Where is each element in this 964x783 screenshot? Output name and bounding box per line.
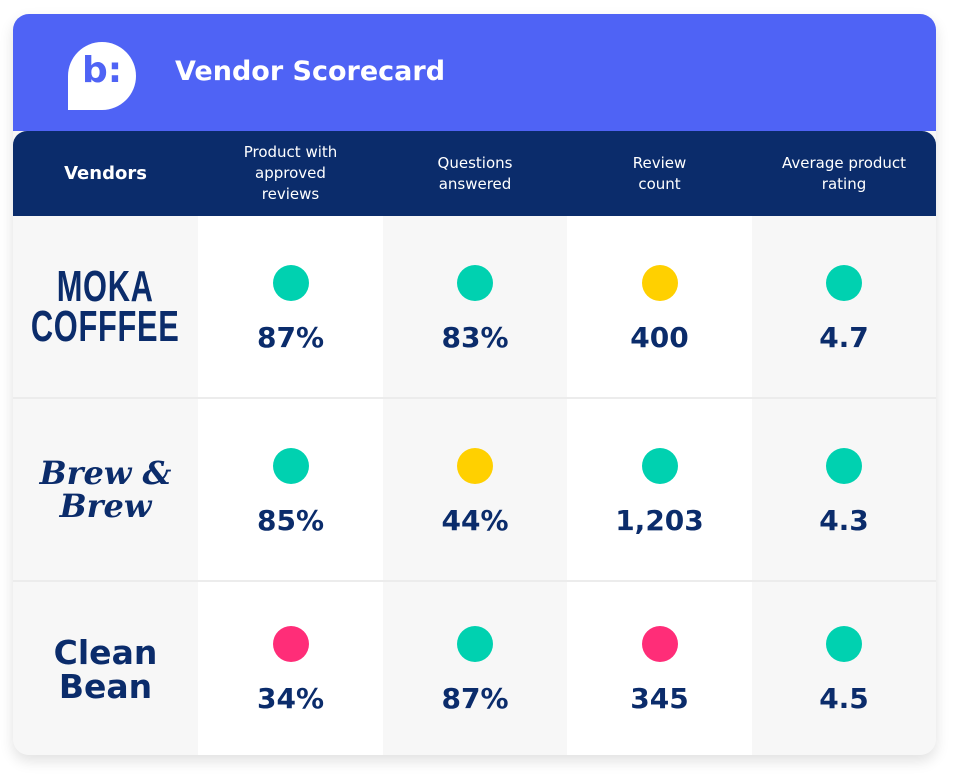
metric-value: 87%: [256, 321, 325, 354]
column-header-questions-answered: Questions answered: [437, 153, 513, 193]
vendor-logo-clean-bean: Clean Bean: [13, 582, 198, 755]
page-title: Vendor Scorecard: [175, 56, 446, 87]
brand-logo: b:: [68, 42, 136, 110]
cell: 85%: [198, 399, 383, 580]
cell: 83%: [383, 216, 567, 397]
metric-value: 87%: [441, 682, 509, 715]
status-dot-icon: [641, 265, 678, 301]
cell: 4.5: [752, 582, 936, 755]
cell: 1,203: [567, 399, 752, 580]
column-header-approved-reviews: Product with approved reviews: [243, 143, 338, 203]
vendor-name-line: Bean: [58, 666, 153, 706]
metric-value: 1,203: [615, 504, 704, 537]
status-dot-icon: [826, 448, 862, 484]
header-bar: b: Vendor Scorecard: [13, 14, 936, 131]
metric-value: 4.3: [819, 504, 869, 537]
table-row: Clean Bean 34% 87% 345 4.5: [13, 582, 936, 755]
metric-value: 44%: [441, 504, 509, 537]
status-dot-icon: [641, 626, 678, 662]
status-dot-icon: [457, 626, 493, 662]
column-header-review-count: Review count: [632, 153, 687, 193]
table-body: MOKA COFFFEE 87% 83% 400 4.7 Brew & Brew 8…: [13, 216, 936, 755]
vendor-name-line: Brew: [59, 486, 152, 525]
vendor-scorecard-card: b: Vendor Scorecard Vendors Product with…: [13, 14, 936, 755]
column-header-average-rating: Average product rating: [781, 153, 907, 193]
status-dot-icon: [826, 265, 862, 301]
status-dot-icon: [272, 448, 309, 484]
metric-value: 345: [630, 682, 689, 715]
table-row: Brew & Brew 85% 44% 1,203 4.3: [13, 399, 936, 582]
cell: 400: [567, 216, 752, 397]
table-header: Vendors Product with approved reviews Qu…: [13, 131, 936, 216]
status-dot-icon: [641, 448, 678, 484]
logo-text: b:: [82, 50, 123, 91]
vendor-name-line: MOKA: [57, 261, 154, 311]
vendor-logo-brew-and-brew: Brew & Brew: [13, 399, 198, 580]
vendor-name-line: COFFFEE: [31, 301, 180, 351]
metric-value: 34%: [256, 682, 325, 715]
cell: 34%: [198, 582, 383, 755]
cell: 44%: [383, 399, 567, 580]
cell: 4.7: [752, 216, 936, 397]
status-dot-icon: [457, 448, 493, 484]
cell: 87%: [198, 216, 383, 397]
vendor-logo-moka-coffee: MOKA COFFFEE: [13, 216, 198, 397]
column-header-vendors: Vendors: [64, 163, 147, 184]
metric-value: 4.5: [819, 682, 869, 715]
vendor-name-line: Clean: [53, 632, 158, 672]
metric-value: 85%: [256, 504, 325, 537]
status-dot-icon: [457, 265, 493, 301]
cell: 345: [567, 582, 752, 755]
cell: 87%: [383, 582, 567, 755]
status-dot-icon: [272, 265, 309, 301]
metric-value: 400: [630, 321, 689, 354]
status-dot-icon: [272, 626, 309, 662]
metric-value: 4.7: [819, 321, 869, 354]
metric-value: 83%: [441, 321, 509, 354]
status-dot-icon: [826, 626, 862, 662]
cell: 4.3: [752, 399, 936, 580]
table-row: MOKA COFFFEE 87% 83% 400 4.7: [13, 216, 936, 399]
vendor-name-line: Brew &: [39, 453, 172, 492]
